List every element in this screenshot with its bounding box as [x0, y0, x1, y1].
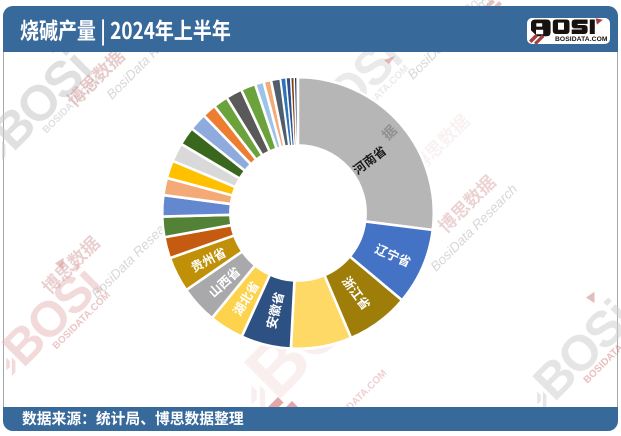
- svg-text:BOSIDATA.COM: BOSIDATA.COM: [555, 36, 608, 43]
